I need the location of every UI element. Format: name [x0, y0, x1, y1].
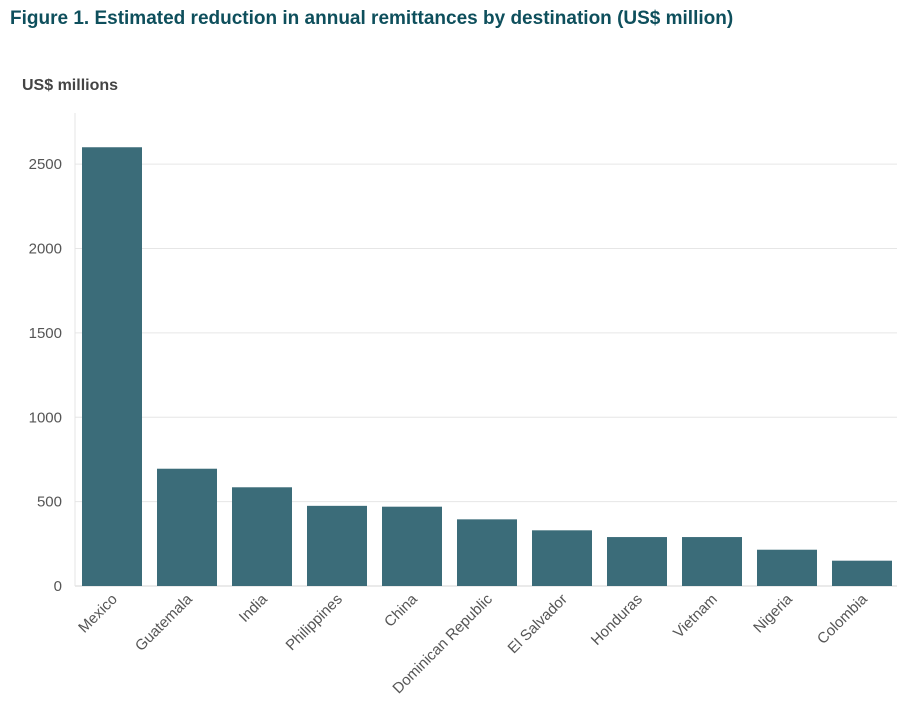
bars — [82, 147, 892, 586]
y-tick-label: 500 — [37, 494, 62, 511]
bar-el-salvador — [532, 530, 592, 586]
chart-title: Figure 1. Estimated reduction in annual … — [10, 8, 734, 29]
x-tick-label: Nigeria — [750, 590, 796, 636]
y-tick-label: 2000 — [29, 241, 62, 258]
y-axis-label: US$ millions — [22, 77, 119, 94]
y-axis: 0 500 1000 1500 2000 2500 — [29, 113, 76, 595]
bar-nigeria — [757, 549, 817, 586]
x-tick-label: Vietnam — [670, 591, 721, 642]
x-axis-ticks: Mexico Guatemala India Philippines ChinaDomi… — [75, 590, 871, 697]
x-tick-label: China — [381, 590, 421, 630]
x-tick-label: India — [236, 590, 271, 625]
x-tick-label: Colombia — [814, 590, 871, 647]
y-tick-label: 0 — [54, 578, 62, 595]
x-tick-label: Honduras — [588, 591, 646, 649]
y-tick-label: 1500 — [29, 325, 62, 342]
x-tick-label: Guatemala — [132, 590, 196, 654]
bar-honduras — [607, 537, 667, 586]
y-tick-label: 1000 — [29, 409, 62, 426]
bar-mexico — [82, 147, 142, 586]
x-tick-label: Philippines — [283, 591, 346, 654]
bar-china — [382, 506, 442, 586]
bar-guatemala — [157, 468, 217, 586]
bar-colombia — [832, 560, 892, 586]
bar-india — [232, 487, 292, 586]
x-tick-label: El Salvador — [505, 591, 571, 657]
y-tick-label: 2500 — [29, 156, 62, 173]
bar-philippines — [307, 505, 367, 586]
bar-vietnam — [682, 537, 742, 586]
bar-dominican-republic — [457, 519, 517, 586]
x-tick-label: Mexico — [75, 591, 121, 637]
